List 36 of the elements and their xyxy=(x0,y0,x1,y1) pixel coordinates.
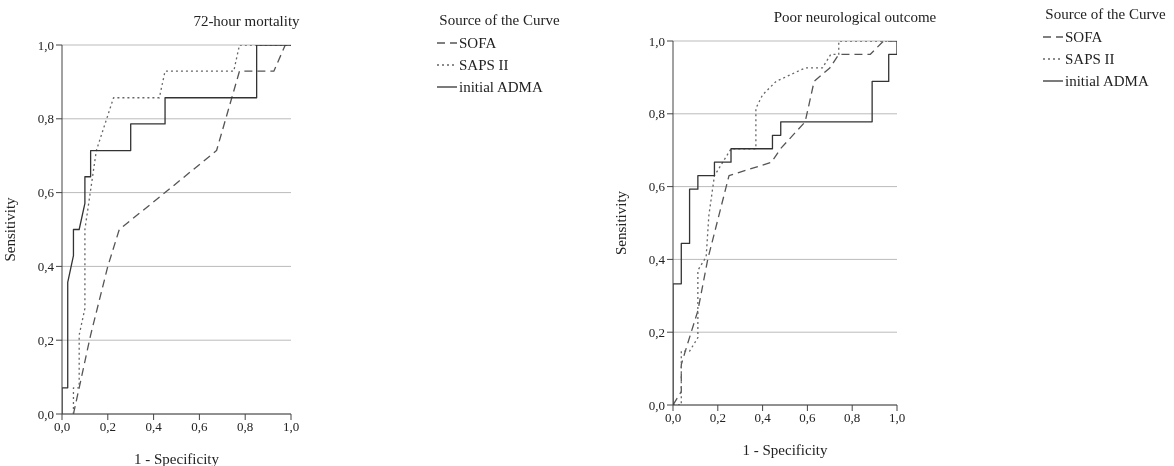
legend-label: initial ADMA xyxy=(1065,72,1149,90)
chart-title: 72-hour mortality xyxy=(192,13,301,30)
legend-label: SAPS II xyxy=(459,56,509,74)
x-tick-label: 0,4 xyxy=(145,419,163,435)
y-tick-label: 0,8 xyxy=(648,106,665,122)
y-tick-label: 1,0 xyxy=(648,33,665,49)
x-axis-title: 1 - Specificity xyxy=(742,442,828,458)
legend-title: Source of the Curve xyxy=(438,11,561,30)
x-tick-label: 0,8 xyxy=(237,419,254,435)
y-tick-label: 0,2 xyxy=(648,324,665,340)
y-tick-label: 0,4 xyxy=(37,259,55,275)
x-tick-label: 0,4 xyxy=(754,410,772,426)
y-tick-label: 0,4 xyxy=(648,252,666,268)
y-tick-label: 0,6 xyxy=(648,179,666,195)
legend-label: SOFA xyxy=(1065,28,1103,46)
chart-title: Poor neurological outcome xyxy=(772,9,938,26)
y-tick-label: 1,0 xyxy=(37,37,54,53)
x-tick-label: 1,0 xyxy=(888,410,906,426)
legend-label: SOFA xyxy=(459,34,497,52)
y-tick-label: 0,0 xyxy=(648,397,665,413)
y-tick-label: 0,2 xyxy=(37,332,54,348)
x-tick-label: 0,2 xyxy=(99,419,116,435)
y-axis-title: Sensitivity xyxy=(613,190,630,256)
x-tick-label: 0,0 xyxy=(664,410,682,426)
legend-title: Source of the Curve xyxy=(1044,5,1167,24)
x-tick-label: 0,2 xyxy=(709,410,726,426)
y-tick-label: 0,6 xyxy=(37,185,55,201)
x-tick-label: 1,0 xyxy=(282,419,300,435)
legend-label: SAPS II xyxy=(1065,50,1115,68)
x-tick-label: 0,6 xyxy=(799,410,817,426)
legend-label: initial ADMA xyxy=(459,78,543,96)
y-tick-label: 0,8 xyxy=(37,111,54,127)
y-axis-title: Sensitivity xyxy=(2,196,19,262)
x-tick-label: 0,6 xyxy=(191,419,209,435)
x-tick-label: 0,0 xyxy=(53,419,71,435)
x-tick-label: 0,8 xyxy=(844,410,861,426)
